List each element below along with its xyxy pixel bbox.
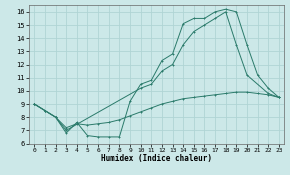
X-axis label: Humidex (Indice chaleur): Humidex (Indice chaleur) [101, 154, 212, 163]
